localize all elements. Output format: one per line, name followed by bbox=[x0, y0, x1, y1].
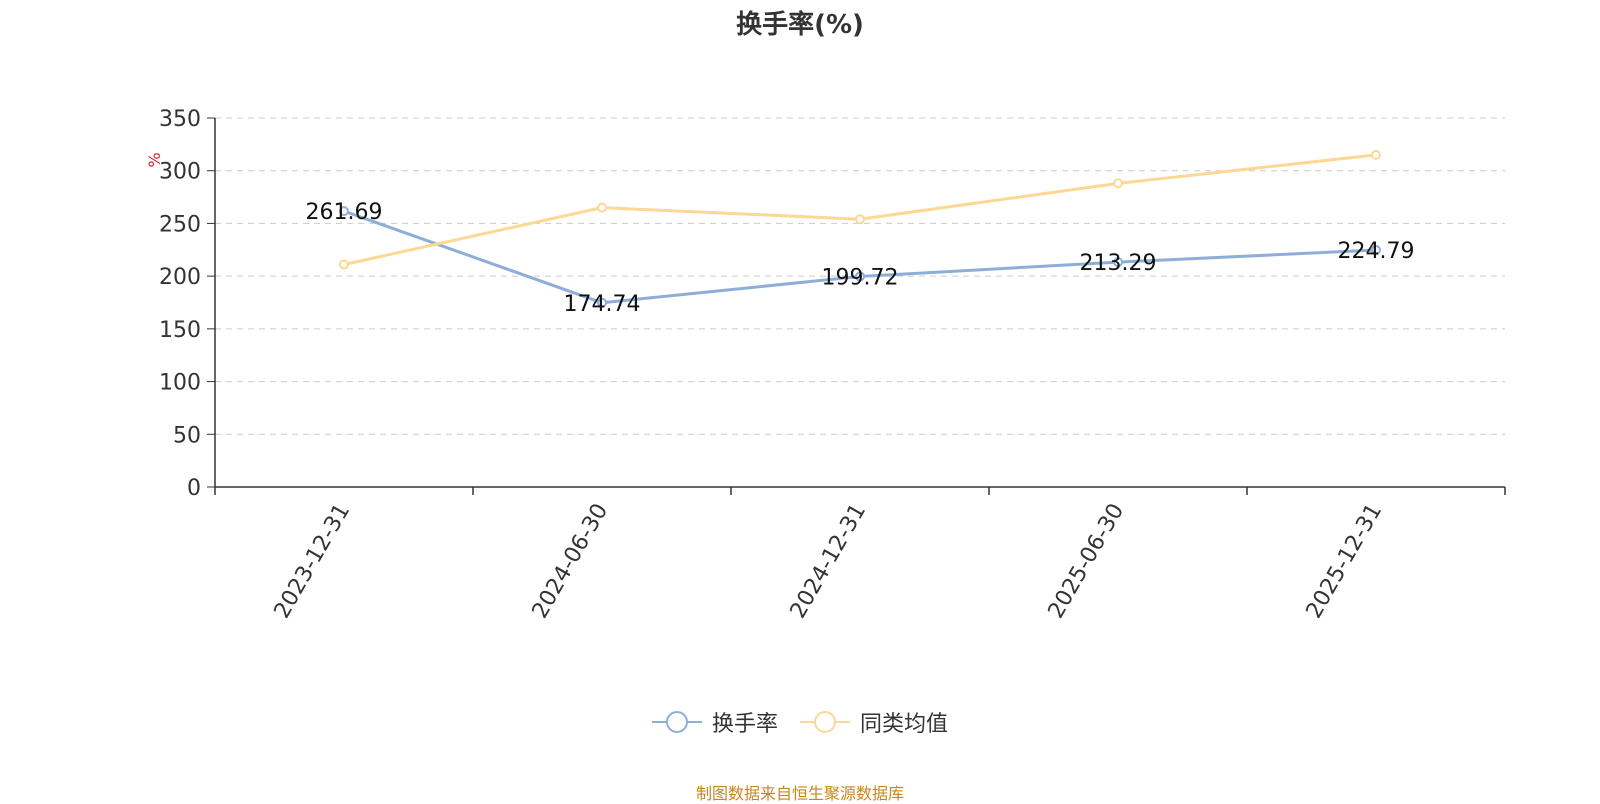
data-point bbox=[1371, 245, 1381, 256]
y-tick-label: 250 bbox=[159, 212, 201, 237]
data-point bbox=[855, 271, 865, 282]
x-tick-label: 2025-06-30 bbox=[1044, 500, 1130, 623]
series-line-1 bbox=[343, 153, 1377, 267]
y-tick-label: 0 bbox=[187, 476, 201, 501]
legend-item-turnover[interactable]: 换手率 bbox=[651, 706, 778, 738]
x-tick-label: 2024-06-30 bbox=[528, 500, 614, 623]
tick-labels: 0 50 100 150 200 250 300 350% 2023-12-31 2024-06-… bbox=[145, 107, 1387, 623]
y-tick-label: 200 bbox=[159, 265, 201, 290]
data-label: 174.74 bbox=[564, 292, 641, 317]
data-point bbox=[855, 214, 865, 225]
data-label: 261.69 bbox=[306, 200, 383, 225]
x-tick-label: 2023-12-31 bbox=[270, 500, 356, 623]
chart-title: 换手率(%) bbox=[736, 10, 864, 40]
y-tick-label: 150 bbox=[159, 318, 201, 343]
y-tick-label: 300 bbox=[159, 160, 201, 185]
data-labels: 261.69 174.74 199.72 213.29 224.79 bbox=[306, 200, 1415, 317]
data-label: 199.72 bbox=[822, 265, 899, 290]
axes bbox=[207, 117, 1506, 495]
data-label: 213.29 bbox=[1080, 251, 1157, 276]
y-tick-label: 50 bbox=[173, 423, 201, 448]
data-point bbox=[597, 202, 607, 213]
legend-swatch-turnover bbox=[651, 711, 702, 733]
y-tick-label: 100 bbox=[159, 371, 201, 396]
x-tick-label: 2024-12-31 bbox=[786, 500, 872, 623]
legend-swatch-peer-average bbox=[800, 711, 850, 733]
y-tick-label: 350 bbox=[159, 107, 201, 132]
legend-item-peer-average[interactable]: 同类均值 bbox=[800, 706, 948, 738]
x-tick-label: 2025-12-31 bbox=[1302, 500, 1388, 623]
data-point bbox=[1371, 149, 1381, 160]
data-source-note: 制图数据来自恒生聚源数据库 bbox=[695, 784, 904, 803]
data-point bbox=[1113, 257, 1123, 268]
legend: 换手率 同类均值 bbox=[0, 706, 1600, 738]
data-point bbox=[1113, 178, 1123, 189]
series-lines bbox=[339, 149, 1381, 308]
data-label: 224.79 bbox=[1338, 239, 1415, 264]
data-point bbox=[339, 259, 349, 270]
data-point bbox=[597, 297, 607, 308]
legend-label-turnover: 换手率 bbox=[711, 712, 778, 737]
legend-label-peer-average: 同类均值 bbox=[860, 712, 949, 737]
gridlines bbox=[215, 117, 1505, 435]
y-axis-label: % bbox=[145, 152, 164, 167]
data-point bbox=[339, 206, 349, 217]
